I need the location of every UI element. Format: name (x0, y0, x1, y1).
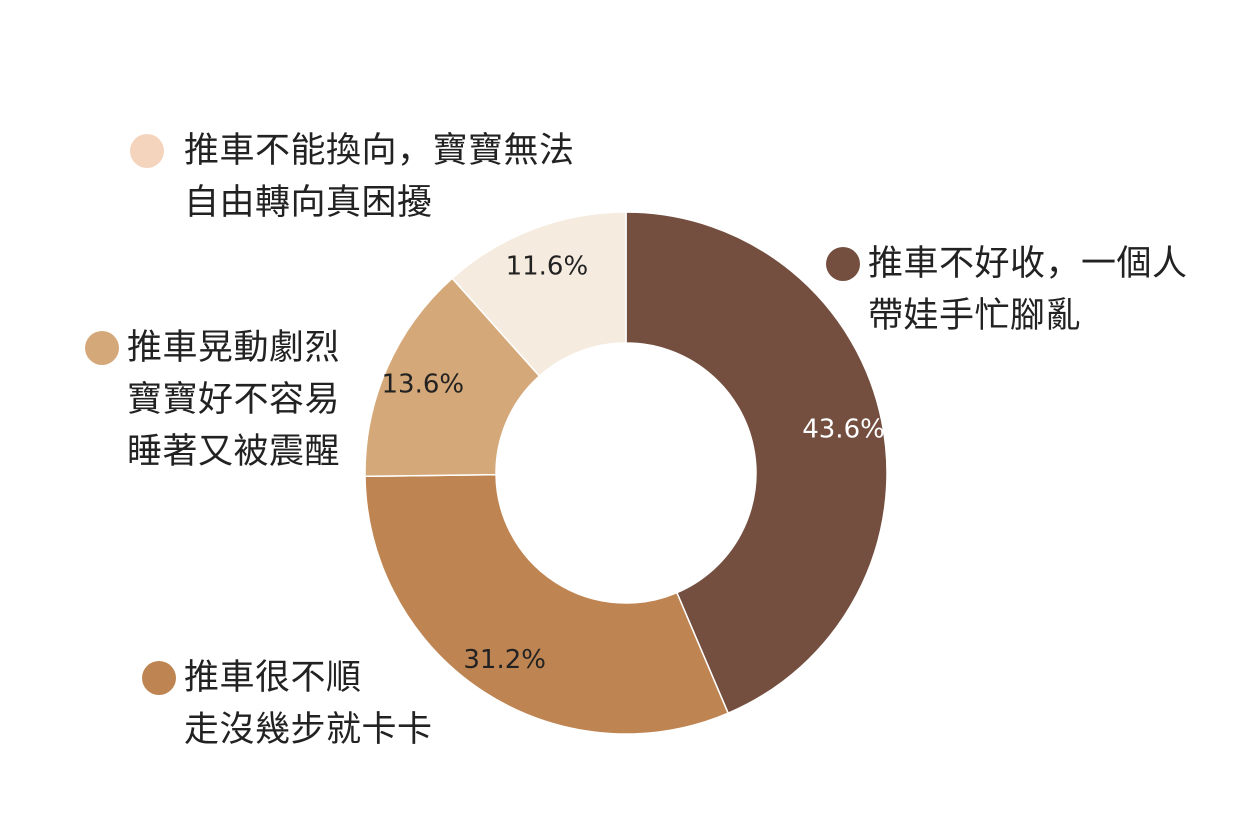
donut-slice-3 (451, 211, 627, 378)
legend-label-line: 走沒幾步就卡卡 (184, 710, 433, 750)
legend-label-line: 寶寶好不容易 (127, 380, 341, 420)
donut-slice-1 (364, 473, 730, 735)
slice-value-label-2: 13.6% (382, 370, 465, 400)
slice-value-label-3: 11.6% (506, 252, 589, 282)
legend-dot-slice-3 (130, 134, 164, 168)
slice-value-label-0: 43.6% (802, 415, 885, 445)
legend-label-line: 推車很不順 (184, 658, 362, 698)
legend-item-slice-1: 推車很不順 走沒幾步就卡卡 (142, 652, 433, 756)
legend-item-slice-2: 推車晃動劇烈 寶寶好不容易 睡著又被震醒 (85, 322, 340, 478)
legend-item-slice-0: 推車不好收，一個人 帶娃手忙腳亂 (826, 238, 1188, 342)
slice-value-label-1: 31.2% (463, 645, 546, 675)
legend-dot-slice-0 (826, 247, 860, 281)
legend-label-line: 推車不能換向，寶寶無法 (184, 131, 575, 171)
legend-label-line: 推車晃動劇烈 (127, 328, 341, 368)
legend-dot-slice-2 (85, 331, 119, 365)
legend-item-slice-3: 推車不能換向，寶寶無法 自由轉向真困擾 (130, 125, 575, 229)
donut-slice-0 (625, 211, 888, 715)
legend-label-line: 睡著又被震醒 (127, 432, 341, 472)
legend-label-line: 自由轉向真困擾 (184, 183, 433, 223)
legend-label-line: 帶娃手忙腳亂 (868, 296, 1082, 336)
legend-dot-slice-1 (142, 661, 176, 695)
legend-label-line: 推車不好收，一個人 (868, 244, 1188, 284)
